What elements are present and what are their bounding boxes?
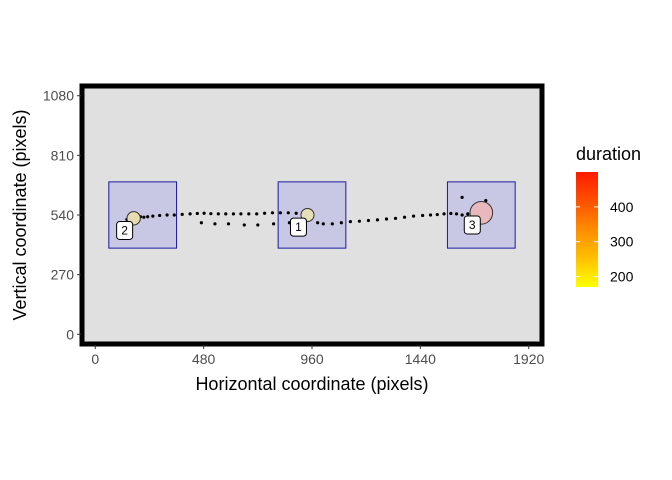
gaze-point [151, 214, 155, 218]
y-tick-label: 540 [51, 207, 75, 223]
legend: duration 200 300 400 [576, 144, 641, 287]
x-tick-label: 0 [91, 351, 99, 367]
x-axis: 0 480 960 1440 1920 [91, 345, 544, 367]
gaze-point [180, 212, 184, 216]
gaze-point [366, 218, 371, 223]
x-tick-label: 960 [300, 351, 324, 367]
fixation-label-box [289, 217, 307, 237]
gaze-point [454, 212, 459, 216]
legend-title: duration [576, 144, 641, 164]
gaze-point [484, 199, 488, 203]
legend-colorbar [576, 172, 598, 287]
gaze-point [466, 212, 470, 216]
fixation-label: 3 [469, 218, 476, 232]
gaze-point [357, 219, 362, 223]
legend-ticks: 200 300 400 [576, 199, 634, 285]
x-tick-label: 1440 [405, 351, 436, 367]
gaze-point [435, 212, 439, 217]
gaze-point [272, 222, 276, 226]
gaze-point [172, 213, 176, 217]
fixation-label: 2 [121, 223, 128, 237]
gaze-point [449, 211, 453, 216]
gaze-point [199, 221, 203, 225]
gaze-point [165, 213, 169, 217]
legend-tick-label: 200 [610, 269, 634, 285]
gaze-point [146, 215, 150, 219]
fixation-label-box [116, 220, 134, 240]
gaze-point [188, 212, 192, 216]
fixation-label: 1 [295, 220, 302, 234]
gaze-point [270, 211, 275, 215]
x-tick-label: 480 [192, 351, 216, 367]
gaze-point [224, 212, 228, 216]
gaze-point [286, 211, 290, 215]
y-axis: 0 270 540 810 1080 [43, 88, 81, 342]
gaze-point [375, 218, 380, 222]
gaze-point [411, 214, 416, 218]
gaze-point [239, 212, 243, 216]
gaze-point [256, 223, 260, 227]
gaze-point [242, 223, 246, 227]
gaze-point [213, 222, 217, 226]
gaze-point [442, 212, 446, 216]
x-tick-label: 1920 [513, 351, 544, 367]
legend-tick-label: 300 [610, 234, 634, 250]
gaze-point [294, 211, 298, 215]
gaze-point [348, 220, 352, 224]
gaze-point [330, 222, 334, 226]
gaze-point [316, 221, 320, 225]
gaze-point [384, 217, 389, 221]
fixation-label-box [463, 215, 481, 235]
gaze-point [195, 211, 199, 216]
gaze-point [231, 212, 236, 216]
gaze-point [321, 222, 325, 226]
gaze-point [339, 221, 343, 225]
gaze-point [247, 212, 251, 216]
fixation-layer: 1 2 3 [116, 200, 494, 240]
y-tick-label: 0 [66, 326, 74, 342]
gaze-point [142, 215, 146, 219]
gaze-point [460, 213, 464, 217]
y-axis-title: Vertical coordinate (pixels) [10, 109, 30, 320]
gaze-point [255, 212, 259, 216]
gaze-point [216, 212, 220, 216]
gaze-point [278, 211, 282, 215]
gaze-point [460, 195, 464, 199]
gaze-point [202, 211, 206, 215]
gaze-point [262, 211, 267, 215]
gaze-point [421, 213, 425, 218]
gaze-point [209, 212, 213, 216]
gaze-point [402, 215, 407, 219]
gaze-point [226, 222, 231, 226]
gaze-point [158, 213, 162, 218]
y-tick-label: 1080 [43, 88, 74, 104]
x-axis-title: Horizontal coordinate (pixels) [195, 374, 428, 394]
y-tick-label: 270 [51, 267, 75, 283]
legend-tick-label: 400 [610, 199, 634, 215]
gaze-point [428, 213, 433, 217]
gaze-point [393, 216, 398, 220]
y-tick-label: 810 [51, 147, 75, 163]
